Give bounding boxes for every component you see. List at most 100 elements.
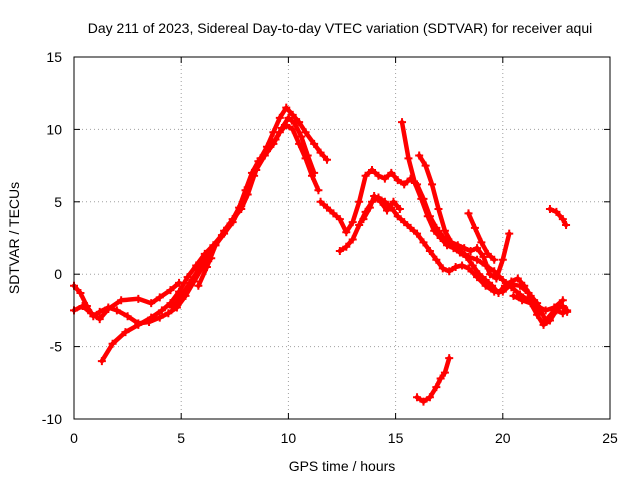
- data-point: [552, 207, 561, 216]
- series-sat-9: [399, 119, 542, 313]
- data-point: [348, 235, 357, 244]
- data-point: [342, 242, 351, 251]
- data-point: [393, 176, 402, 185]
- data-point: [155, 313, 164, 322]
- x-tick-label: 5: [177, 430, 185, 446]
- data-point: [425, 247, 434, 256]
- data-point: [166, 286, 175, 295]
- data-point: [250, 171, 259, 180]
- y-tick-label: 15: [46, 49, 62, 65]
- data-point: [507, 277, 516, 286]
- data-point: [355, 220, 364, 229]
- data-point: [314, 186, 323, 195]
- data-point: [513, 274, 522, 283]
- chart-title: Day 211 of 2023, Sidereal Day-to-day VTE…: [88, 20, 592, 36]
- data-point: [545, 316, 554, 325]
- data-point: [498, 275, 507, 284]
- data-point: [383, 206, 392, 215]
- data-point: [335, 215, 344, 224]
- data-point: [123, 312, 132, 321]
- data-point: [164, 309, 173, 318]
- data-point: [539, 320, 548, 329]
- x-tick-label: 20: [495, 430, 511, 446]
- data-point: [545, 205, 554, 214]
- data-point: [76, 289, 85, 298]
- data-point: [455, 248, 464, 257]
- data-point: [301, 128, 310, 137]
- data-point: [183, 273, 192, 282]
- data-point: [432, 255, 441, 264]
- x-tick-label: 25: [602, 430, 618, 446]
- data-point: [558, 302, 567, 311]
- data-point: [95, 315, 104, 324]
- data-point: [464, 209, 473, 218]
- data-point: [438, 264, 447, 273]
- data-point: [470, 223, 479, 232]
- data-point: [430, 226, 439, 235]
- data-point: [552, 306, 561, 315]
- data-point: [393, 212, 402, 221]
- data-point: [488, 281, 497, 290]
- data-point: [295, 139, 304, 148]
- data-point: [440, 226, 449, 235]
- data-point: [95, 307, 104, 316]
- data-point: [464, 264, 473, 273]
- data-point: [282, 121, 291, 130]
- y-tick-label: 0: [54, 266, 62, 282]
- data-point: [387, 168, 396, 177]
- data-point: [466, 247, 475, 256]
- data-point: [520, 281, 529, 290]
- data-point: [494, 289, 503, 298]
- data-point: [468, 261, 477, 270]
- data-point: [533, 310, 542, 319]
- data-point: [417, 194, 426, 203]
- data-point: [301, 154, 310, 163]
- data-point: [374, 171, 383, 180]
- data-point: [117, 296, 126, 305]
- data-point: [269, 128, 278, 137]
- data-point: [505, 229, 514, 238]
- data-point: [395, 205, 404, 214]
- data-point: [492, 274, 501, 283]
- data-point: [558, 309, 567, 318]
- data-point: [453, 241, 462, 250]
- data-point: [477, 238, 486, 247]
- data-point: [256, 154, 265, 163]
- data-point: [202, 262, 211, 271]
- data-point: [425, 393, 434, 402]
- data-point: [398, 118, 407, 127]
- data-point: [558, 215, 567, 224]
- data-point: [473, 244, 482, 253]
- data-point: [479, 252, 488, 261]
- data-point: [307, 171, 316, 180]
- data-point: [462, 252, 471, 261]
- data-point: [89, 312, 98, 321]
- data-point: [447, 238, 456, 247]
- data-point: [410, 178, 419, 187]
- data-point: [443, 241, 452, 250]
- data-point: [288, 110, 297, 119]
- data-point: [316, 197, 325, 206]
- data-point: [475, 270, 484, 279]
- data-point: [419, 238, 428, 247]
- data-point: [370, 192, 379, 201]
- data-point: [509, 291, 518, 300]
- data-point: [428, 180, 437, 189]
- data-point: [243, 190, 252, 199]
- data-point: [108, 339, 117, 348]
- data-series: [70, 103, 572, 406]
- x-tick-label: 10: [281, 430, 297, 446]
- data-point: [526, 291, 535, 300]
- data-point: [134, 294, 143, 303]
- data-point: [348, 218, 357, 227]
- data-point: [275, 113, 284, 122]
- data-point: [177, 291, 186, 300]
- data-point: [284, 113, 293, 122]
- x-tick-label: 15: [388, 430, 404, 446]
- y-tick-label: 5: [54, 194, 62, 210]
- y-tick-label: 10: [46, 121, 62, 137]
- data-point: [295, 118, 304, 127]
- data-point: [432, 383, 441, 392]
